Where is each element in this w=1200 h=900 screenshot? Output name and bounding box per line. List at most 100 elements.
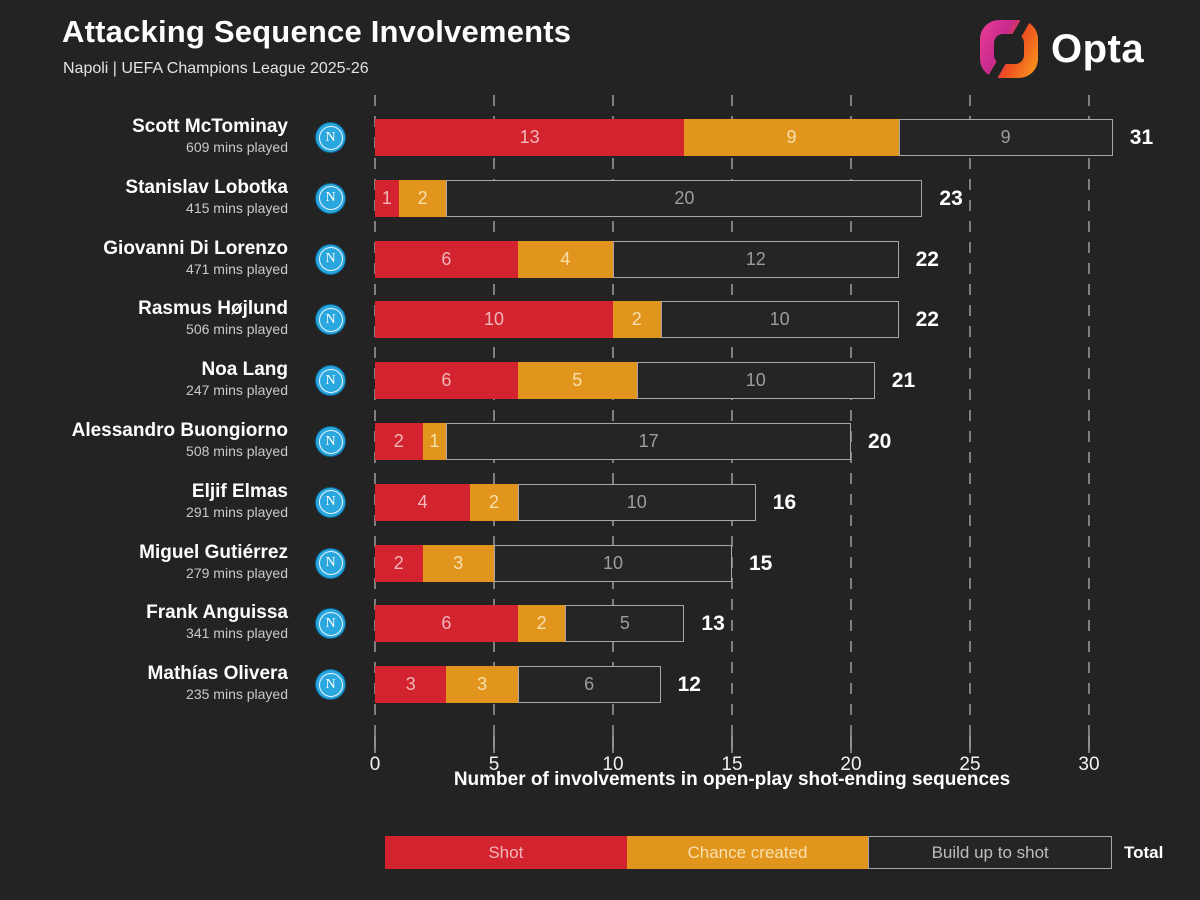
player-row: Frank Anguissa 341 mins played N 6 2 5 13 bbox=[0, 602, 1200, 643]
napoli-badge-letter: N bbox=[325, 129, 336, 145]
bar-segment-shot: 10 bbox=[375, 301, 613, 339]
player-name: Miguel Gutiérrez bbox=[139, 541, 288, 563]
axis-tick bbox=[1088, 736, 1090, 749]
player-mins: 235 mins played bbox=[186, 686, 288, 703]
bar-segment-chance-created: 9 bbox=[684, 119, 899, 156]
axis-tick bbox=[493, 736, 495, 749]
player-label: Noa Lang 247 mins played bbox=[0, 358, 288, 400]
player-label: Stanislav Lobotka 415 mins played bbox=[0, 176, 288, 218]
axis-tick-label: 25 bbox=[959, 754, 981, 775]
napoli-badge-ring: N bbox=[318, 611, 343, 636]
bar-segment-shot: 13 bbox=[375, 119, 685, 156]
bar-segment-build-up: 10 bbox=[517, 483, 756, 521]
player-mins: 341 mins played bbox=[186, 625, 288, 642]
player-mins: 415 mins played bbox=[186, 199, 288, 216]
player-label: Scott McTominay 609 mins played bbox=[0, 115, 288, 157]
axis-tick-label: 5 bbox=[488, 754, 500, 775]
bar-segment-build-up: 10 bbox=[636, 362, 875, 400]
axis-tick-label: 15 bbox=[721, 754, 743, 775]
total-value: 22 bbox=[915, 247, 939, 271]
player-row: Giovanni Di Lorenzo 471 mins played N 6 4 12 2… bbox=[0, 238, 1200, 278]
napoli-badge-letter: N bbox=[325, 676, 336, 692]
axis-tick-label: 10 bbox=[602, 754, 624, 775]
axis-tick-label: 20 bbox=[840, 754, 862, 775]
player-label: Mathías Olivera 235 mins played bbox=[0, 662, 288, 704]
napoli-badge-letter: N bbox=[325, 372, 336, 388]
stacked-bar: 6 5 10 bbox=[375, 362, 875, 400]
total-value: 20 bbox=[868, 430, 892, 453]
opta-ring-icon bbox=[980, 15, 1038, 83]
bar-segment-chance-created: 3 bbox=[446, 666, 518, 704]
player-name: Stanislav Lobotka bbox=[125, 176, 288, 198]
gridline bbox=[1088, 95, 1090, 753]
bar-segment-shot: 2 bbox=[375, 423, 423, 460]
bar-segment-chance-created: 5 bbox=[517, 362, 637, 400]
player-row: Mathías Olivera 235 mins played N 3 3 6 12 bbox=[0, 663, 1200, 704]
napoli-badge-icon: N bbox=[316, 427, 345, 456]
stacked-bar: 4 2 10 bbox=[375, 483, 756, 521]
player-mins: 247 mins played bbox=[186, 382, 288, 399]
napoli-badge-icon: N bbox=[316, 244, 345, 274]
total-value: 21 bbox=[891, 369, 916, 393]
player-mins: 279 mins played bbox=[186, 564, 288, 581]
player-row: Stanislav Lobotka 415 mins played N 1 2 20 23 bbox=[0, 177, 1200, 217]
bar-segment-shot: 1 bbox=[375, 179, 399, 217]
bar-segment-build-up: 10 bbox=[660, 301, 899, 339]
total-value: 12 bbox=[677, 673, 701, 697]
player-row: Scott McTominay 609 mins played N 13 9 9 31 bbox=[0, 116, 1200, 156]
legend-total-label: Total bbox=[1124, 842, 1164, 862]
player-name: Noa Lang bbox=[201, 359, 288, 381]
bar-segment-chance-created: 4 bbox=[517, 240, 613, 278]
player-label: Eljif Elmas 291 mins played bbox=[0, 480, 288, 522]
player-name: Mathías Olivera bbox=[147, 663, 288, 685]
page-title: Attacking Sequence Involvements bbox=[62, 14, 572, 49]
player-label: Frank Anguissa 341 mins played bbox=[0, 601, 288, 643]
axis-tick bbox=[969, 736, 971, 749]
player-mins: 291 mins played bbox=[186, 503, 288, 520]
player-row: Noa Lang 247 mins played N 6 5 10 21 bbox=[0, 359, 1200, 400]
opta-hole bbox=[994, 34, 1024, 64]
bar-segment-build-up: 12 bbox=[612, 240, 899, 278]
bar-segment-build-up: 5 bbox=[565, 605, 685, 643]
bar-segment-chance-created: 1 bbox=[422, 423, 447, 460]
napoli-badge-ring: N bbox=[318, 368, 343, 393]
stacked-bar: 2 3 10 bbox=[375, 544, 732, 582]
napoli-badge-letter: N bbox=[325, 494, 336, 510]
stacked-bar: 1 2 20 bbox=[375, 179, 923, 217]
bar-segment-build-up: 6 bbox=[517, 666, 661, 704]
bar-segment-chance-created: 2 bbox=[517, 605, 566, 643]
page-subtitle: Napoli | UEFA Champions League 2025-26 bbox=[63, 60, 369, 77]
napoli-badge-icon: N bbox=[316, 123, 345, 152]
total-value: 22 bbox=[915, 308, 939, 332]
player-row: Rasmus Højlund 506 mins played N 10 2 10 22 bbox=[0, 298, 1200, 339]
napoli-badge-ring: N bbox=[318, 429, 343, 454]
total-value: 23 bbox=[939, 186, 963, 210]
player-name: Frank Anguissa bbox=[146, 602, 288, 624]
napoli-badge-letter: N bbox=[325, 311, 336, 327]
x-axis-title: Number of involvements in open-play shot… bbox=[453, 769, 1011, 790]
total-value: 31 bbox=[1129, 126, 1154, 149]
player-mins: 609 mins played bbox=[186, 139, 288, 155]
napoli-badge-ring: N bbox=[318, 307, 343, 332]
legend-item-shot: Shot bbox=[385, 836, 627, 869]
legend: Shot Chance created Build up to shot Tot… bbox=[385, 836, 1163, 869]
player-row: Eljif Elmas 291 mins played N 4 2 10 16 bbox=[0, 481, 1200, 521]
napoli-badge-letter: N bbox=[325, 555, 336, 571]
opta-wordmark: Opta bbox=[1051, 26, 1145, 71]
napoli-badge-ring: N bbox=[318, 551, 343, 576]
napoli-badge-icon: N bbox=[316, 670, 345, 700]
stacked-bar: 6 4 12 bbox=[375, 240, 899, 278]
stacked-bar: 10 2 10 bbox=[375, 301, 899, 339]
bar-segment-shot: 6 bbox=[375, 240, 518, 278]
bar-segment-build-up: 10 bbox=[493, 544, 732, 582]
bar-segment-shot: 2 bbox=[375, 544, 423, 582]
napoli-badge-letter: N bbox=[325, 190, 336, 206]
axis-tick-label: 0 bbox=[369, 754, 381, 775]
legend-bar: Shot Chance created Build up to shot bbox=[385, 836, 1113, 869]
bar-segment-chance-created: 2 bbox=[470, 483, 518, 521]
player-label: Miguel Gutiérrez 279 mins played bbox=[0, 541, 288, 583]
bar-segment-shot: 4 bbox=[375, 483, 471, 521]
player-row: Alessandro Buongiorno 508 mins played N 2 1 1… bbox=[0, 420, 1200, 460]
